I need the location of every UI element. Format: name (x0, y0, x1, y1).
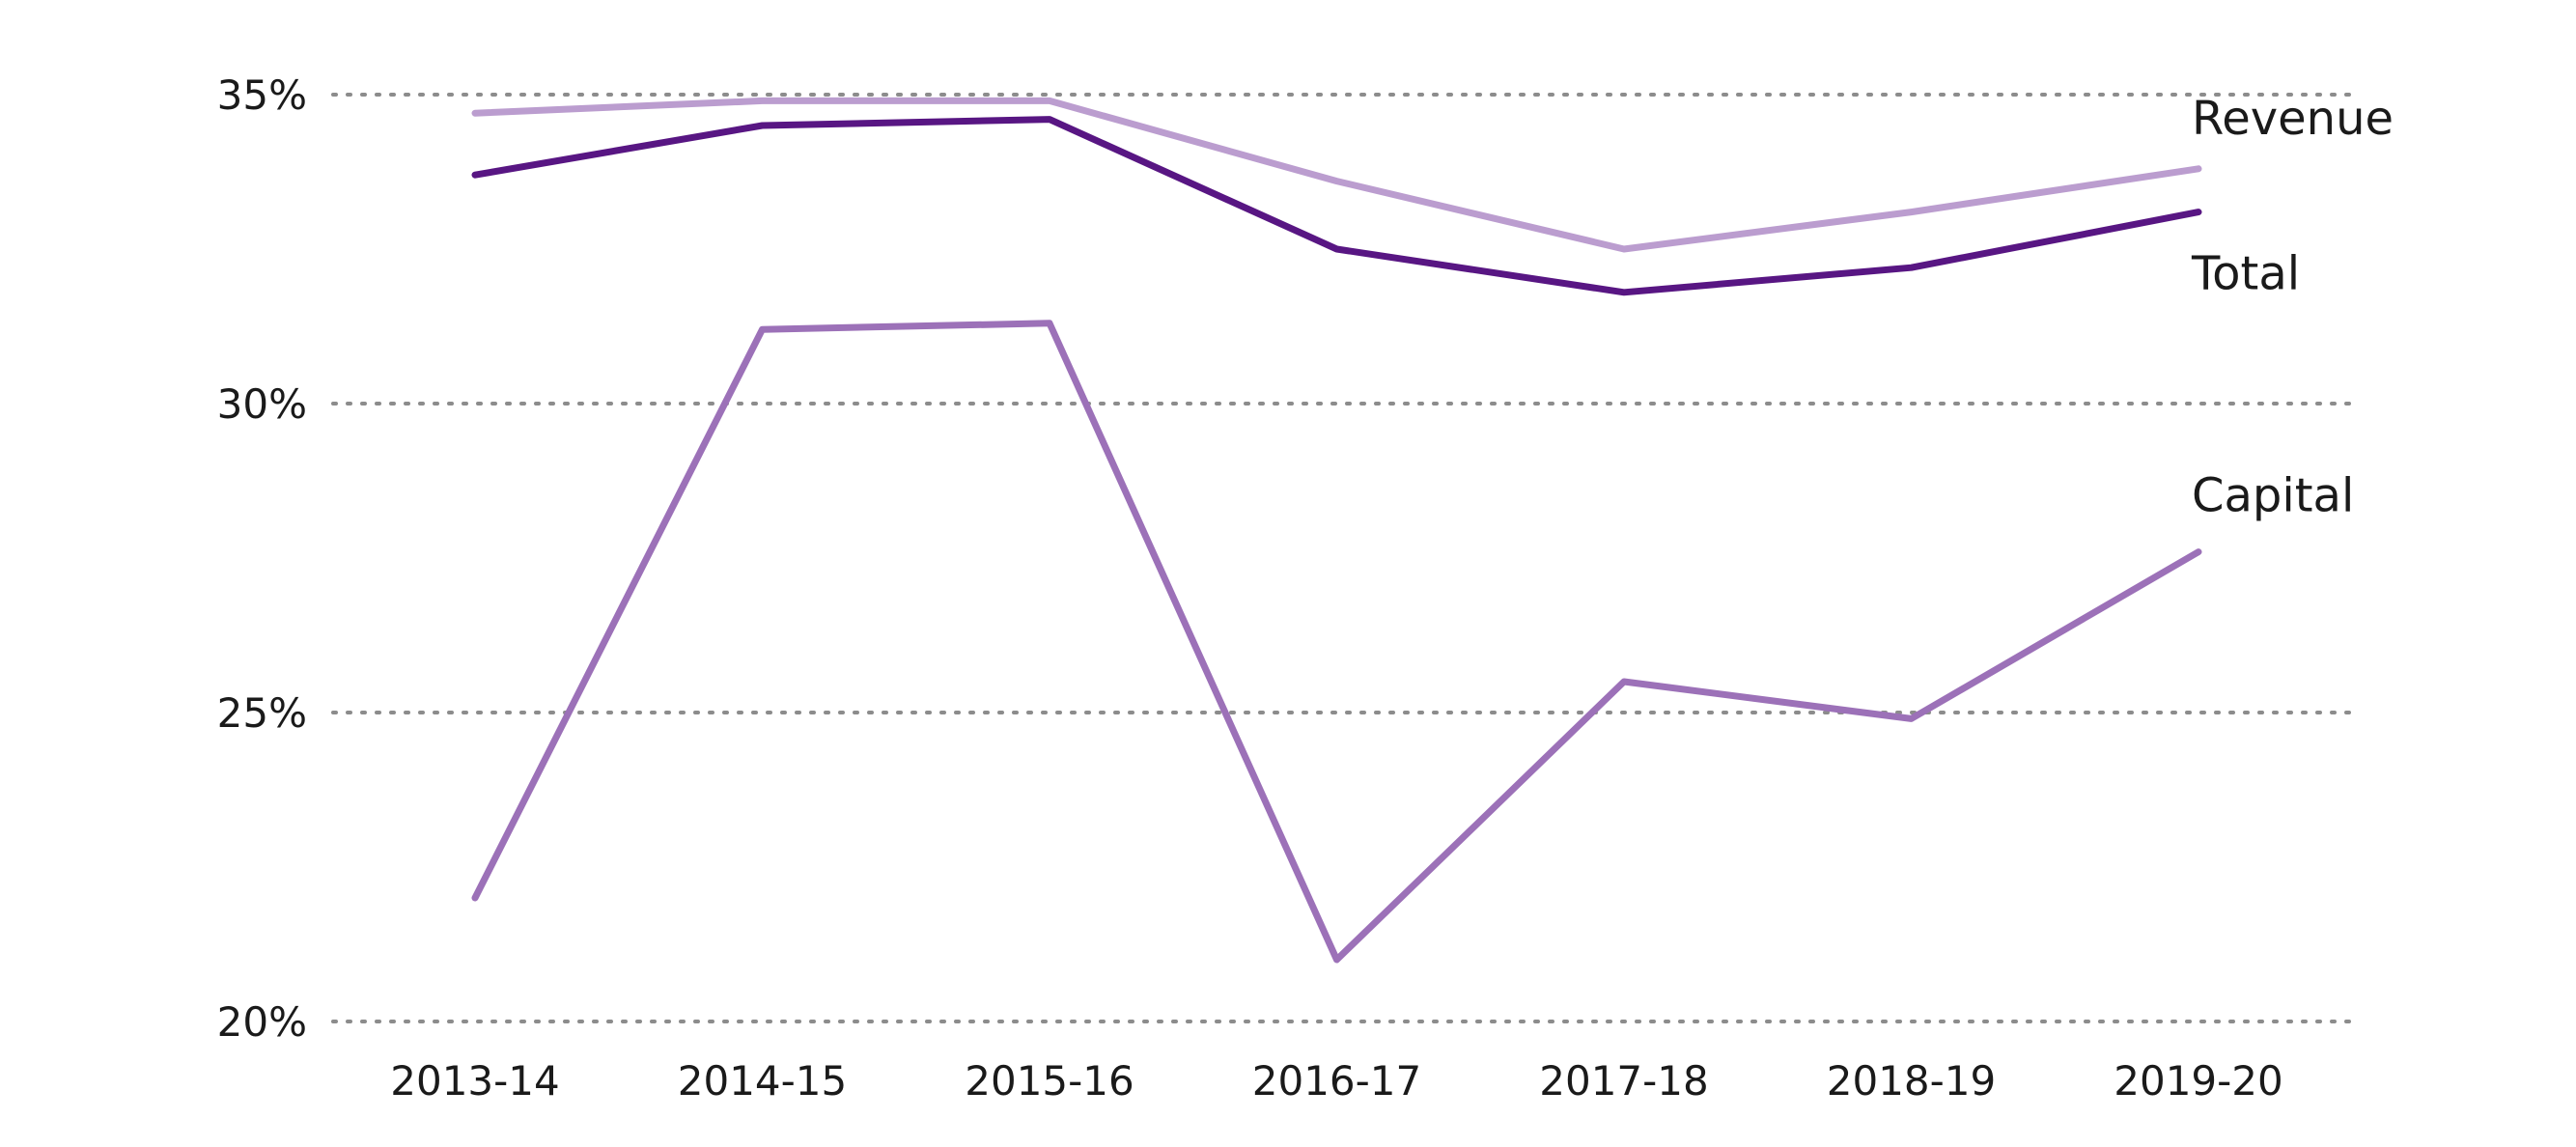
x-tick-label: 2014-15 (678, 1057, 848, 1105)
x-tick-label: 2017-18 (1539, 1057, 1709, 1105)
x-axis-ticks: 2013-14 2014-15 2015-16 2016-17 2017-18 2018-… (390, 1057, 2283, 1105)
x-tick-label: 2018-19 (1827, 1057, 1997, 1105)
x-tick-label: 2016-17 (1252, 1057, 1422, 1105)
series-line-total (471, 116, 2202, 296)
series-line-revenue (471, 97, 2202, 253)
gridlines (331, 93, 2358, 1023)
x-tick-label: 2013-14 (390, 1057, 560, 1105)
y-tick-label: 35% (217, 71, 307, 119)
x-tick-label: 2019-20 (2114, 1057, 2283, 1105)
x-tick-label: 2015-16 (965, 1057, 1134, 1105)
series-label-capital: Capital (2192, 469, 2354, 523)
y-axis-ticks: 20% 25% 30% 35% (217, 71, 307, 1046)
series-label-revenue: Revenue (2192, 92, 2394, 146)
y-tick-label: 20% (217, 998, 307, 1046)
series-lines (471, 97, 2202, 964)
y-tick-label: 25% (217, 689, 307, 737)
series-label-total: Total (2191, 247, 2300, 301)
series-line-capital (471, 320, 2202, 964)
series-labels: Revenue Total Capital (2191, 92, 2394, 523)
y-tick-label: 30% (217, 380, 307, 428)
